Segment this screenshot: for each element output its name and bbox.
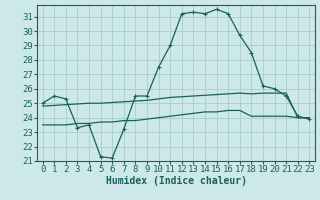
- X-axis label: Humidex (Indice chaleur): Humidex (Indice chaleur): [106, 176, 246, 186]
